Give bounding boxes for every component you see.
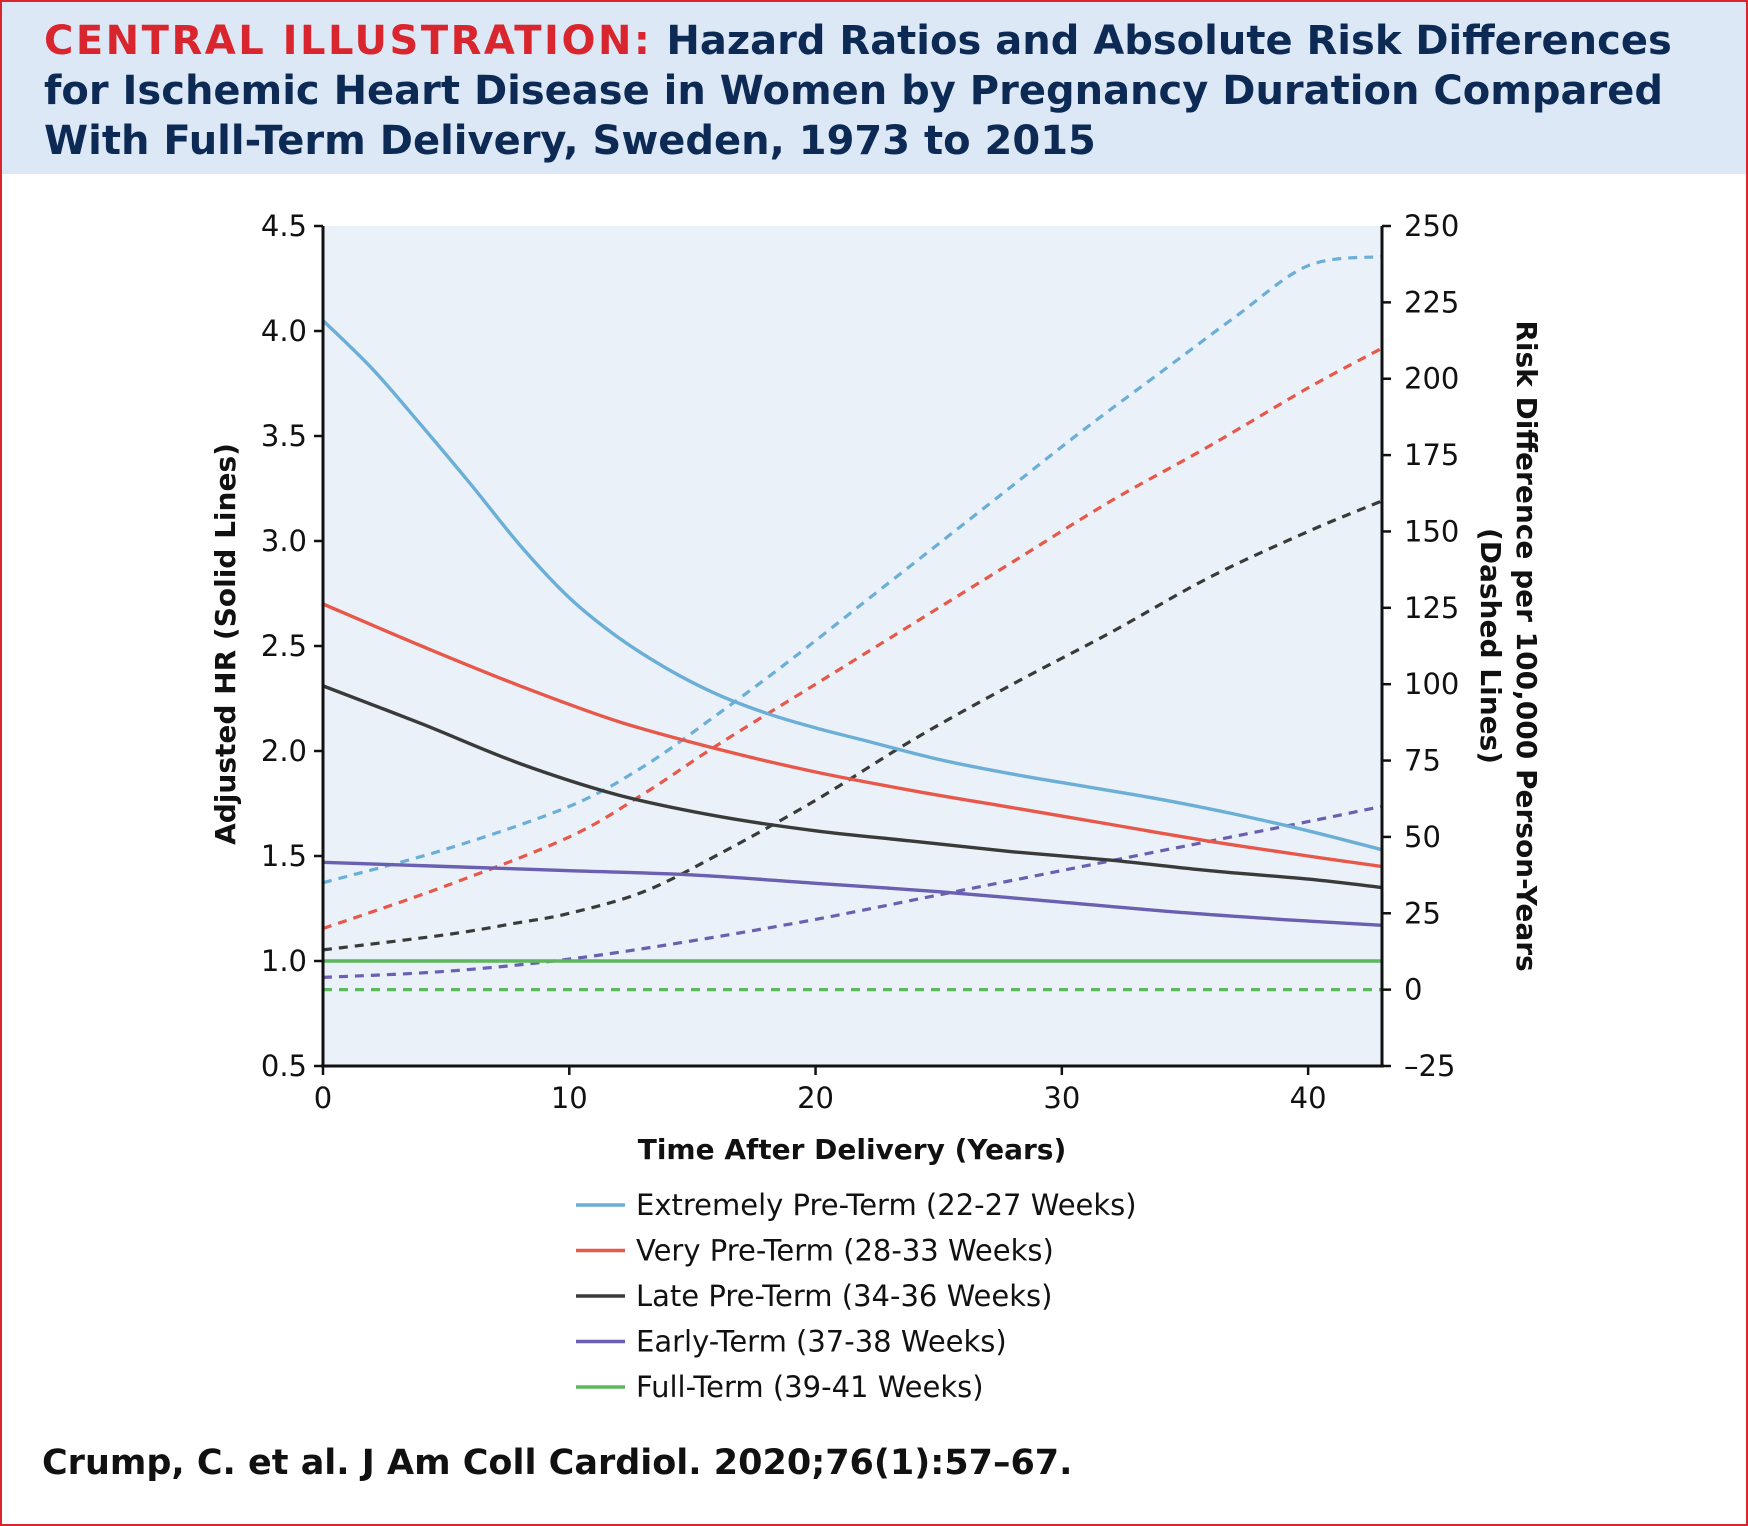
legend-label: Late Pre-Term (34-36 Weeks) xyxy=(636,1279,1052,1313)
citation: Crump, C. et al. J Am Coll Cardiol. 2020… xyxy=(42,1443,1073,1483)
central-illustration-label: CENTRAL ILLUSTRATION: xyxy=(44,18,653,64)
right-tick-label: 225 xyxy=(1404,285,1459,319)
legend-label: Full-Term (39-41 Weeks) xyxy=(636,1370,984,1404)
chart: 0.51.01.52.02.53.03.54.04.5–250255075100… xyxy=(209,209,1543,1404)
x-tick-label: 0 xyxy=(314,1081,332,1115)
x-tick-label: 10 xyxy=(551,1081,588,1115)
right-tick-label: 50 xyxy=(1404,820,1441,854)
right-tick-label: 75 xyxy=(1404,744,1441,778)
hr-line-late-pre-term-34-36-weeks xyxy=(322,684,1383,890)
left-tick-label: 1.5 xyxy=(261,839,307,873)
hr-line-very-pre-term-28-33-weeks xyxy=(322,602,1383,869)
rd-line-early-term-37-38-weeks xyxy=(322,804,1383,979)
right-tick-label: 25 xyxy=(1404,896,1441,930)
x-tick-label: 20 xyxy=(797,1081,834,1115)
header-banner: CENTRAL ILLUSTRATION: Hazard Ratios and … xyxy=(2,2,1746,174)
right-tick-label: 175 xyxy=(1404,438,1459,472)
x-tick-label: 30 xyxy=(1043,1081,1080,1115)
right-tick-label: 150 xyxy=(1404,514,1459,548)
right-tick-label: –25 xyxy=(1404,1049,1455,1083)
right-tick-label: 250 xyxy=(1404,209,1459,243)
left-tick-label: 3.5 xyxy=(261,419,307,453)
series-layer xyxy=(321,254,1383,992)
hr-line-early-term-37-38-weeks xyxy=(322,860,1383,927)
right-tick-label: 0 xyxy=(1404,973,1422,1007)
plot-area xyxy=(323,226,1382,1066)
hr-line-extremely-pre-term-22-27-weeks xyxy=(321,319,1383,852)
left-tick-label: 4.0 xyxy=(261,314,307,348)
left-tick-label: 4.5 xyxy=(261,209,307,243)
legend-label: Very Pre-Term (28-33 Weeks) xyxy=(636,1234,1054,1268)
left-y-axis-title: Adjusted HR (Solid Lines) xyxy=(209,443,242,845)
right-tick-label: 125 xyxy=(1404,591,1459,625)
right-tick-label: 100 xyxy=(1404,667,1459,701)
figure-title: CENTRAL ILLUSTRATION: Hazard Ratios and … xyxy=(44,16,1716,166)
legend: Extremely Pre-Term (22-27 Weeks) Very Pre… xyxy=(576,1188,1137,1404)
left-tick-label: 0.5 xyxy=(261,1049,307,1083)
x-tick-label: 40 xyxy=(1290,1081,1327,1115)
legend-label: Extremely Pre-Term (22-27 Weeks) xyxy=(636,1188,1137,1222)
rd-line-late-pre-term-34-36-weeks xyxy=(322,499,1383,952)
left-tick-label: 3.0 xyxy=(261,524,307,558)
legend-label: Early-Term (37-38 Weeks) xyxy=(636,1325,1007,1359)
left-tick-label: 2.5 xyxy=(261,629,307,663)
right-tick-label: 200 xyxy=(1404,362,1459,396)
x-axis-title: Time After Delivery (Years) xyxy=(638,1133,1067,1166)
title-text: Hazard Ratios and Absolute Risk Differen… xyxy=(44,18,1672,164)
ticks-layer: 0.51.01.52.02.53.03.54.04.5–250255075100… xyxy=(261,209,1459,1115)
right-y-axis-title-line1: Risk Difference per 100,000 Person-Years xyxy=(1510,320,1543,971)
left-tick-label: 2.0 xyxy=(261,734,307,768)
right-y-axis-title-line2: (Dashed Lines) xyxy=(1474,528,1507,764)
rd-line-extremely-pre-term-22-27-weeks xyxy=(322,254,1383,885)
rd-line-very-pre-term-28-33-weeks xyxy=(322,346,1383,931)
left-tick-label: 1.0 xyxy=(261,944,307,978)
